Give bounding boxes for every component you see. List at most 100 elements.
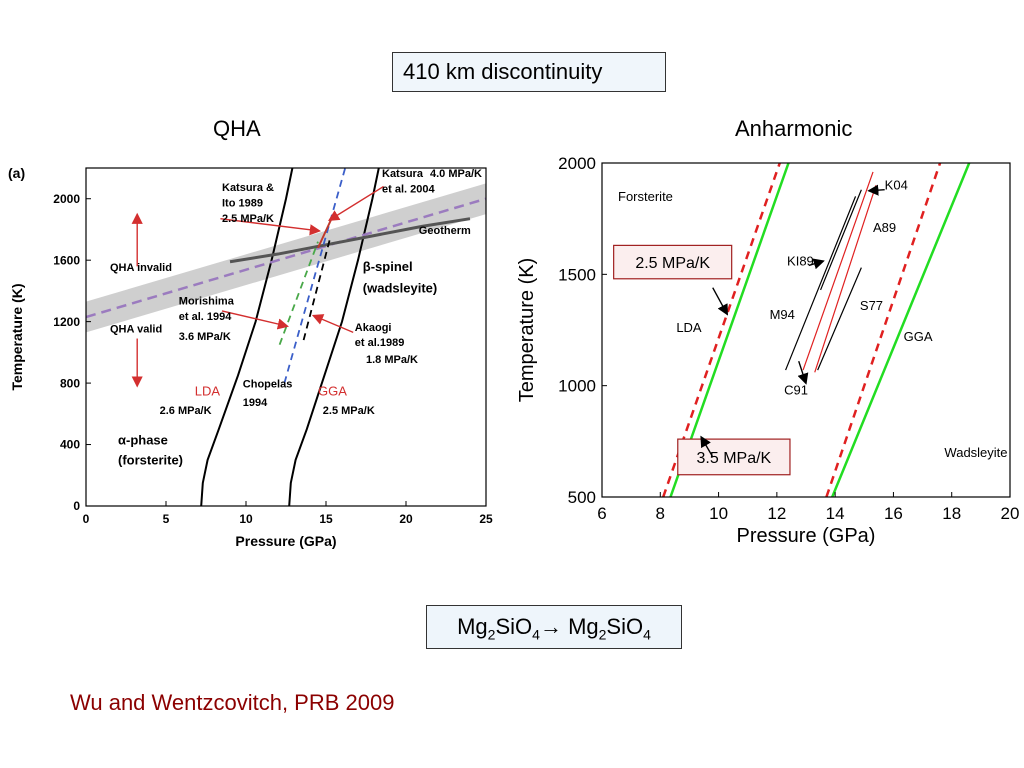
annotation-arrow (221, 310, 289, 330)
x-tick-label: 0 (83, 512, 90, 526)
y-tick-label: 800 (60, 376, 80, 390)
annotation-label: QHA invalid (110, 262, 172, 274)
rate-label-text: 2.5 MPa/K (635, 255, 710, 272)
plot-frame (601, 162, 1011, 498)
series-katsura-2004 (317, 219, 332, 249)
y-tick-label: 1200 (53, 315, 80, 329)
x-tick-label: 14 (826, 504, 845, 523)
annotation-label: Ito 1989 (222, 197, 263, 209)
annotation-label: Geotherm (419, 225, 471, 237)
panel-label: (a) (8, 165, 25, 181)
x-axis-label: Pressure (GPa) (235, 533, 336, 549)
annotation-label: 1994 (243, 397, 268, 409)
series-a89 (814, 185, 877, 373)
y-tick-label: 1600 (53, 253, 80, 267)
y-axis-label: Temperature (K) (516, 258, 538, 403)
annotation-arrow (700, 435, 714, 458)
y-tick-label: 400 (60, 438, 80, 452)
slide-title: 410 km discontinuity (392, 52, 666, 92)
product-sub-4: 4 (643, 626, 651, 643)
annotation-label: β-spinel (363, 259, 413, 274)
x-tick-label: 5 (163, 512, 170, 526)
annotation-label: et al.1989 (355, 337, 405, 349)
product-sio: SiO (606, 614, 644, 639)
rate-label-box (677, 438, 791, 476)
citation: Wu and Wentzcovitch, PRB 2009 (70, 690, 395, 715)
annotation-label: 1.8 MPa/K (366, 354, 418, 366)
y-tick-label: 2000 (558, 154, 596, 173)
y-tick-label: 2000 (53, 192, 80, 206)
reactant-mg: Mg (457, 614, 488, 639)
annotation-label: 2.5 MPa/K (323, 405, 375, 417)
annotation-label: KI89 (787, 253, 814, 268)
y-axis-label: Temperature (K) (9, 283, 25, 390)
x-tick-label: 15 (319, 512, 333, 526)
x-tick-label: 10 (709, 504, 728, 523)
annotation-label: LDA (676, 320, 702, 335)
series-lda (200, 168, 294, 506)
series-gga-green (831, 163, 971, 497)
x-tick-label: 20 (399, 512, 413, 526)
series-m94 (785, 196, 857, 371)
annotation-label: α-phase (118, 433, 168, 448)
series-c91 (802, 171, 874, 371)
annotation-label: (wadsleyite) (363, 280, 437, 295)
reactant-sub-4: 4 (532, 626, 540, 643)
annotation-label: A89 (873, 220, 896, 235)
reaction-arrow: → (539, 614, 562, 639)
anharmonic-panel-title: Anharmonic (735, 116, 853, 141)
annotation-label: (forsterite) (118, 453, 183, 468)
reaction-formula: Mg2SiO4→ Mg2SiO4 (426, 605, 682, 649)
y-tick-label: 0 (73, 499, 80, 513)
reactant-sio: SiO (495, 614, 533, 639)
annotation-label: S77 (860, 298, 883, 313)
rate-label-text: 3.5 MPa/K (697, 450, 772, 467)
x-tick-label: 20 (1001, 504, 1020, 523)
annotation-label: GGA (904, 329, 933, 344)
y-tick-label: 1000 (558, 377, 596, 396)
series-qha-boundary (86, 197, 486, 319)
series-gga (288, 168, 380, 506)
annotation-label: K04 (885, 178, 908, 193)
series-geotherm (229, 217, 471, 264)
x-axis-label: Pressure (GPa) (737, 525, 876, 547)
reactant-sub-2: 2 (487, 626, 496, 643)
annotation-label: QHA valid (110, 323, 162, 335)
y-tick-label: 500 (568, 488, 596, 507)
annotation-arrow (797, 360, 809, 385)
annotation-label: et al. 2004 (382, 184, 435, 196)
series-gga-static-dash (825, 163, 942, 497)
x-tick-label: 18 (942, 504, 961, 523)
annotation-arrow (712, 287, 728, 316)
x-tick-label: 16 (884, 504, 903, 523)
annotation-label: Akaogi (355, 322, 392, 334)
annotation-label: LDA (195, 383, 221, 398)
annotation-label: Wadsleyite (944, 445, 1007, 460)
x-tick-label: 6 (597, 504, 606, 523)
x-tick-label: 10 (239, 512, 253, 526)
annotation-label: 3.6 MPa/K (179, 331, 231, 343)
annotation-label: et al. 1994 (179, 311, 232, 323)
qha-chart: 0 5 10 15 20 25 0 400 800 1200 1600 2000 Pressure (G… (8, 165, 493, 549)
series-akaogi (302, 235, 332, 341)
annotation-label: C91 (784, 383, 808, 398)
rate-label-box (613, 244, 733, 280)
annotation-arrow (867, 184, 885, 196)
annotation-arrow (311, 314, 354, 334)
series-chopelas (283, 168, 347, 384)
annotation-label: 2.5 MPa/K (222, 213, 274, 225)
qha-panel-title: QHA (213, 116, 261, 141)
plot-frame (85, 167, 487, 507)
annotation-label: 4.0 MPa/K (430, 168, 482, 180)
annotation-label: GGA (318, 383, 347, 398)
y-tick-label: 1500 (558, 265, 596, 284)
annotation-arrow (808, 258, 825, 270)
annotation-label: Katsura (382, 168, 424, 180)
annotation-label: M94 (770, 307, 795, 322)
product-mg: Mg (568, 614, 599, 639)
product-sub-2: 2 (598, 626, 607, 643)
anharmonic-chart: 6 8 10 12 14 16 18 20 500 1000 1500 2000 Pressure (G… (516, 154, 1019, 547)
series-s77 (817, 267, 862, 371)
annotation-arrow (328, 185, 384, 221)
